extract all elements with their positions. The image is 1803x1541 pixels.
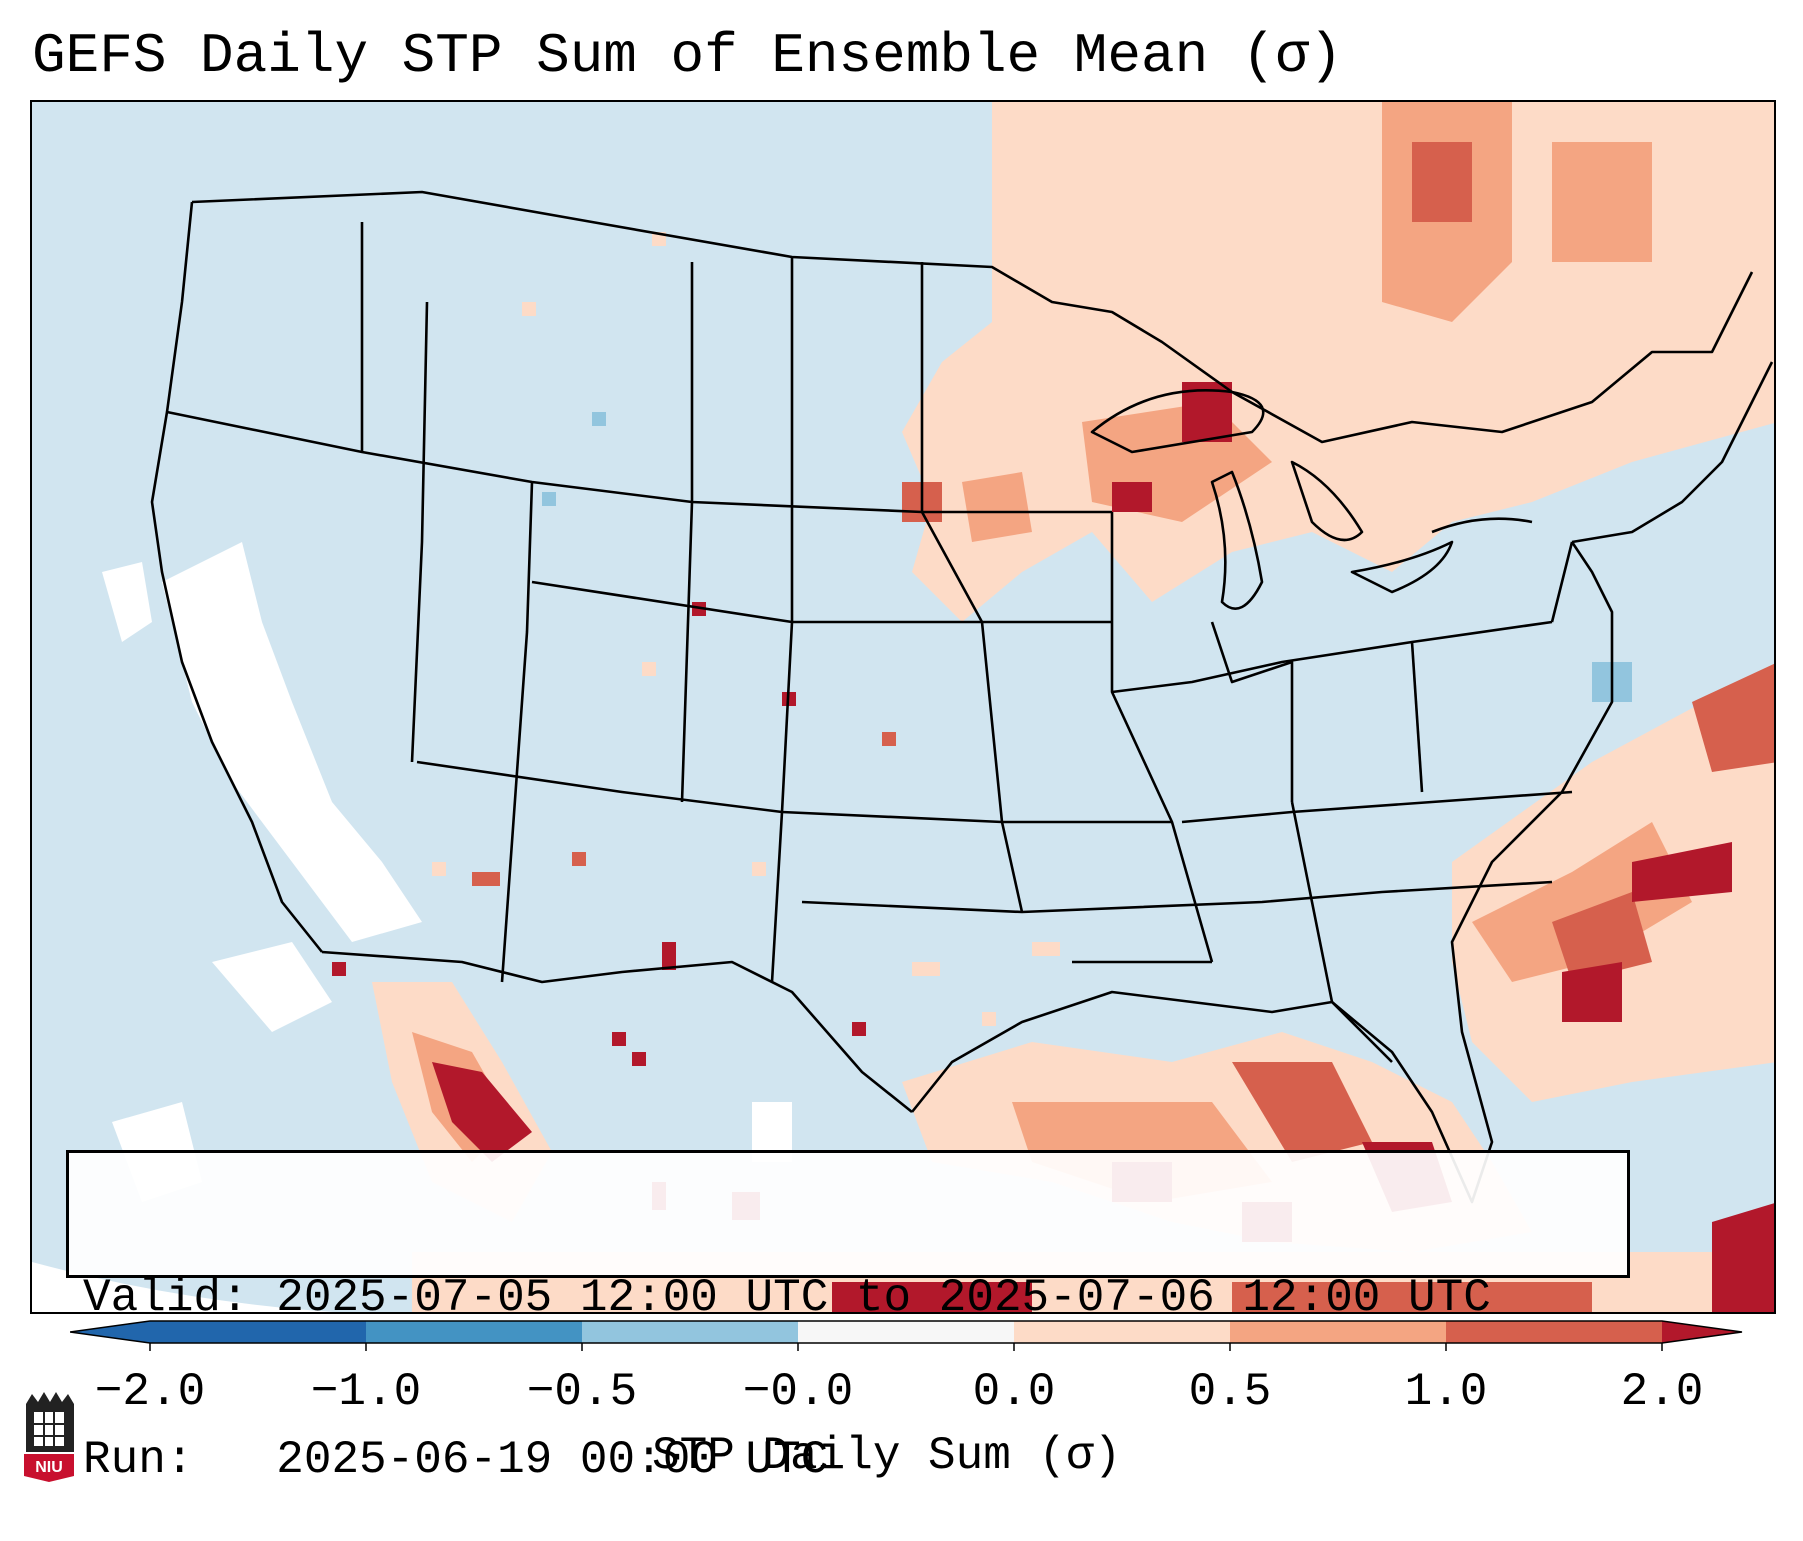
colorbar-segment (798, 1321, 1014, 1343)
map-svg (32, 102, 1774, 1312)
chart-title: GEFS Daily STP Sum of Ensemble Mean (σ) (32, 24, 1343, 88)
niu-logo: NIU (24, 1392, 74, 1482)
colorbar-tick-label: −2.0 (94, 1366, 206, 1418)
colorbar-low-extension (70, 1321, 150, 1343)
run-time-text: Run: 2025-06-19 00:00 UTC (83, 1434, 829, 1486)
colorbar-ticks (149, 1343, 1663, 1351)
colorbar-tick-label: −1.0 (310, 1366, 422, 1418)
valid-run-info-box: Valid: 2025-07-05 12:00 UTC to 2025-07-0… (66, 1150, 1630, 1486)
colorbar-tick-label: −0.0 (742, 1366, 854, 1418)
colorbar-tick-label: 1.0 (1404, 1366, 1488, 1418)
logo-text: NIU (35, 1459, 63, 1476)
colorbar-high-extension (1662, 1321, 1742, 1343)
colorbar-segment (366, 1321, 582, 1343)
valid-time-text: Valid: 2025-07-05 12:00 UTC to 2025-07-0… (83, 1272, 1491, 1324)
colorbar-tick-label: 2.0 (1620, 1366, 1704, 1418)
colorbar-tick-label: 0.0 (972, 1366, 1056, 1418)
colorbar-segment (1230, 1321, 1446, 1343)
colorbar-segment (582, 1321, 798, 1343)
colorbar (70, 1320, 1743, 1351)
colorbar-segment (150, 1321, 366, 1343)
projection-edge (32, 1262, 335, 1312)
colorbar-axis-label: STP Daily Sum (σ) (652, 1430, 1122, 1482)
colorbar-tick-label: −0.5 (526, 1366, 638, 1418)
colorbar-segment (1446, 1321, 1662, 1343)
colorbar-segment (1014, 1321, 1230, 1343)
map-panel[interactable] (30, 100, 1776, 1314)
colorbar-tick-label: 0.5 (1188, 1366, 1272, 1418)
state-borders (150, 190, 1774, 1204)
